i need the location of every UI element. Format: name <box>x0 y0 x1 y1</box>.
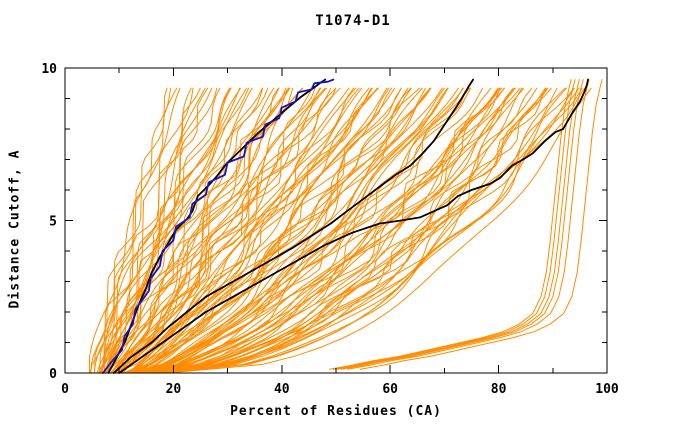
ensemble-curve <box>100 87 232 374</box>
ensemble-curve <box>130 87 423 374</box>
ensemble-curve <box>126 87 412 374</box>
ensemble-curve <box>142 87 499 374</box>
ensemble-curve <box>104 87 221 374</box>
ensemble-curve <box>114 87 303 374</box>
black-model-2-curve <box>112 78 475 374</box>
ensemble-curve <box>93 87 231 374</box>
ensemble-curve <box>125 87 378 374</box>
y-tick-label: 10 <box>41 62 57 77</box>
outlier-curve <box>359 79 603 370</box>
ensemble-curve <box>101 87 213 374</box>
ensemble-curve <box>135 87 449 374</box>
ensemble-curve <box>143 87 484 374</box>
x-tick-label: 0 <box>61 382 69 397</box>
outlier-curve <box>329 79 572 370</box>
ensemble-curve <box>116 87 372 374</box>
ensemble-curve <box>137 87 426 374</box>
ensemble-curve <box>127 87 360 374</box>
ensemble-curve <box>100 87 192 374</box>
ensemble-curve <box>147 87 501 374</box>
ensemble-curve <box>104 87 218 374</box>
outlier-curve <box>340 79 584 370</box>
ensemble-curve <box>155 87 514 374</box>
ensemble-curve <box>144 87 472 374</box>
ensemble-curve <box>138 87 431 374</box>
x-tick-label: 100 <box>595 382 619 397</box>
outlier-curve <box>346 79 590 370</box>
ensemble-curve <box>139 87 505 374</box>
axes <box>64 67 608 374</box>
ensemble-curve <box>90 87 178 374</box>
ensemble-curve <box>152 87 567 374</box>
ensemble-curve <box>127 87 355 374</box>
ensemble-curve <box>144 87 516 374</box>
ensemble-curve <box>153 87 501 374</box>
ensemble-curve <box>157 87 575 374</box>
x-tick-label: 80 <box>491 382 507 397</box>
ensemble-curve <box>130 87 379 374</box>
ensemble-curve <box>88 87 181 374</box>
x-axis-label: Percent of Residues (CA) <box>230 404 442 419</box>
ensemble-curve <box>128 87 350 374</box>
ensemble-curve <box>110 87 341 374</box>
ensemble-curve <box>104 87 263 374</box>
x-tick-label: 40 <box>274 382 290 397</box>
ensemble-curve <box>109 87 337 374</box>
ensemble-curve <box>127 87 402 374</box>
ensemble-curve <box>116 87 287 374</box>
ensemble-curve <box>138 87 470 374</box>
ensemble-curve <box>107 87 264 374</box>
ensemble-curve <box>115 87 337 374</box>
ensemble-curve <box>152 87 505 374</box>
ensemble-curve <box>105 87 289 374</box>
ensemble-curve <box>126 87 409 374</box>
ensemble-curve <box>133 87 402 374</box>
y-tick-label: 5 <box>49 215 57 230</box>
ensemble-curve <box>111 87 290 374</box>
ensemble-curve <box>127 87 370 374</box>
ensemble-curve <box>105 87 304 374</box>
ensemble-curve <box>166 87 592 374</box>
chart-title: T1074-D1 <box>315 13 391 29</box>
black-model-3-curve <box>118 78 589 374</box>
x-tick-label: 60 <box>382 382 398 397</box>
outlier-curve <box>337 79 580 370</box>
blue-model-curve <box>102 78 335 374</box>
ensemble-curve <box>136 87 412 374</box>
ensemble-curve <box>149 87 549 374</box>
outlier-curve <box>332 79 576 370</box>
ensemble-curve <box>145 87 449 374</box>
ensemble-curve <box>166 87 583 374</box>
ensemble-curve <box>99 87 172 374</box>
y-tick-label: 0 <box>49 367 57 382</box>
ensemble-curve <box>151 87 566 374</box>
x-tick-label: 20 <box>166 382 182 397</box>
ensemble-curve <box>163 87 575 374</box>
ensemble-curve <box>113 87 294 374</box>
